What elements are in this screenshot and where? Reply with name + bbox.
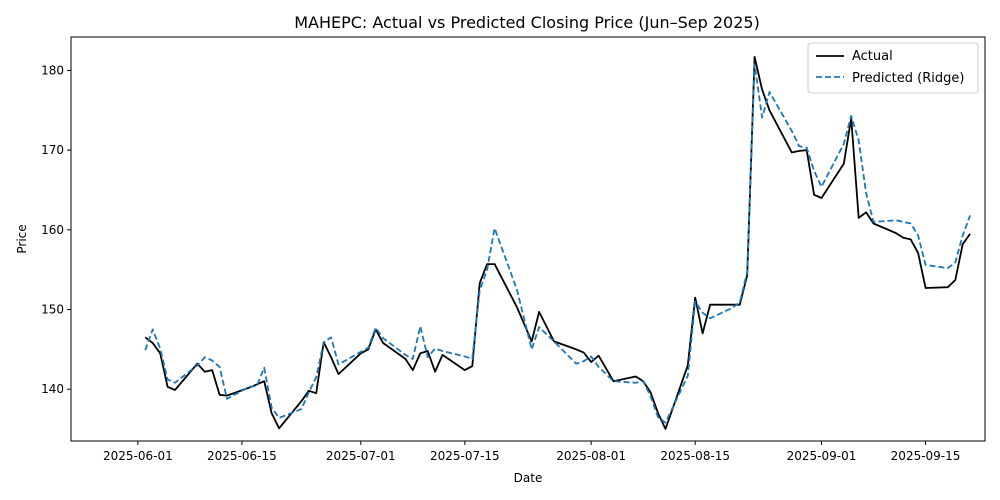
y-tick-label: 140	[41, 382, 64, 396]
y-tick-label: 150	[41, 303, 64, 317]
x-tick-label: 2025-09-01	[787, 449, 857, 463]
legend-label-predicted: Predicted (Ridge)	[852, 71, 964, 86]
y-axis-label: Price	[15, 224, 29, 253]
plot-area-frame	[70, 36, 986, 442]
series-line-predicted	[144, 63, 971, 424]
chart-title: MAHEPC: Actual vs Predicted Closing Pric…	[294, 13, 760, 32]
legend-box	[807, 42, 979, 94]
x-tick-label: 2025-06-15	[207, 449, 277, 463]
x-tick-label: 2025-07-01	[326, 449, 396, 463]
x-axis-ticks: 2025-06-01 2025-06-15 2025-07-01 2025-07-15…	[103, 441, 960, 463]
x-tick-label: 2025-06-01	[103, 449, 173, 463]
y-tick-label: 170	[41, 143, 64, 157]
series-line-actual	[144, 56, 971, 430]
x-tick-label: 2025-07-15	[430, 449, 500, 463]
x-tick-label: 2025-08-01	[556, 449, 626, 463]
series-layer	[144, 56, 971, 430]
legend-label-actual: Actual	[852, 49, 893, 64]
x-tick-label: 2025-08-15	[660, 449, 730, 463]
x-axis-label: Date	[514, 471, 543, 485]
y-tick-label: 180	[41, 63, 64, 77]
legend: Actual Predicted (Ridge)	[807, 42, 979, 94]
y-axis-ticks: 140 150 160 170 180	[41, 63, 71, 396]
y-tick-label: 160	[41, 223, 64, 237]
x-tick-label: 2025-09-15	[891, 449, 961, 463]
